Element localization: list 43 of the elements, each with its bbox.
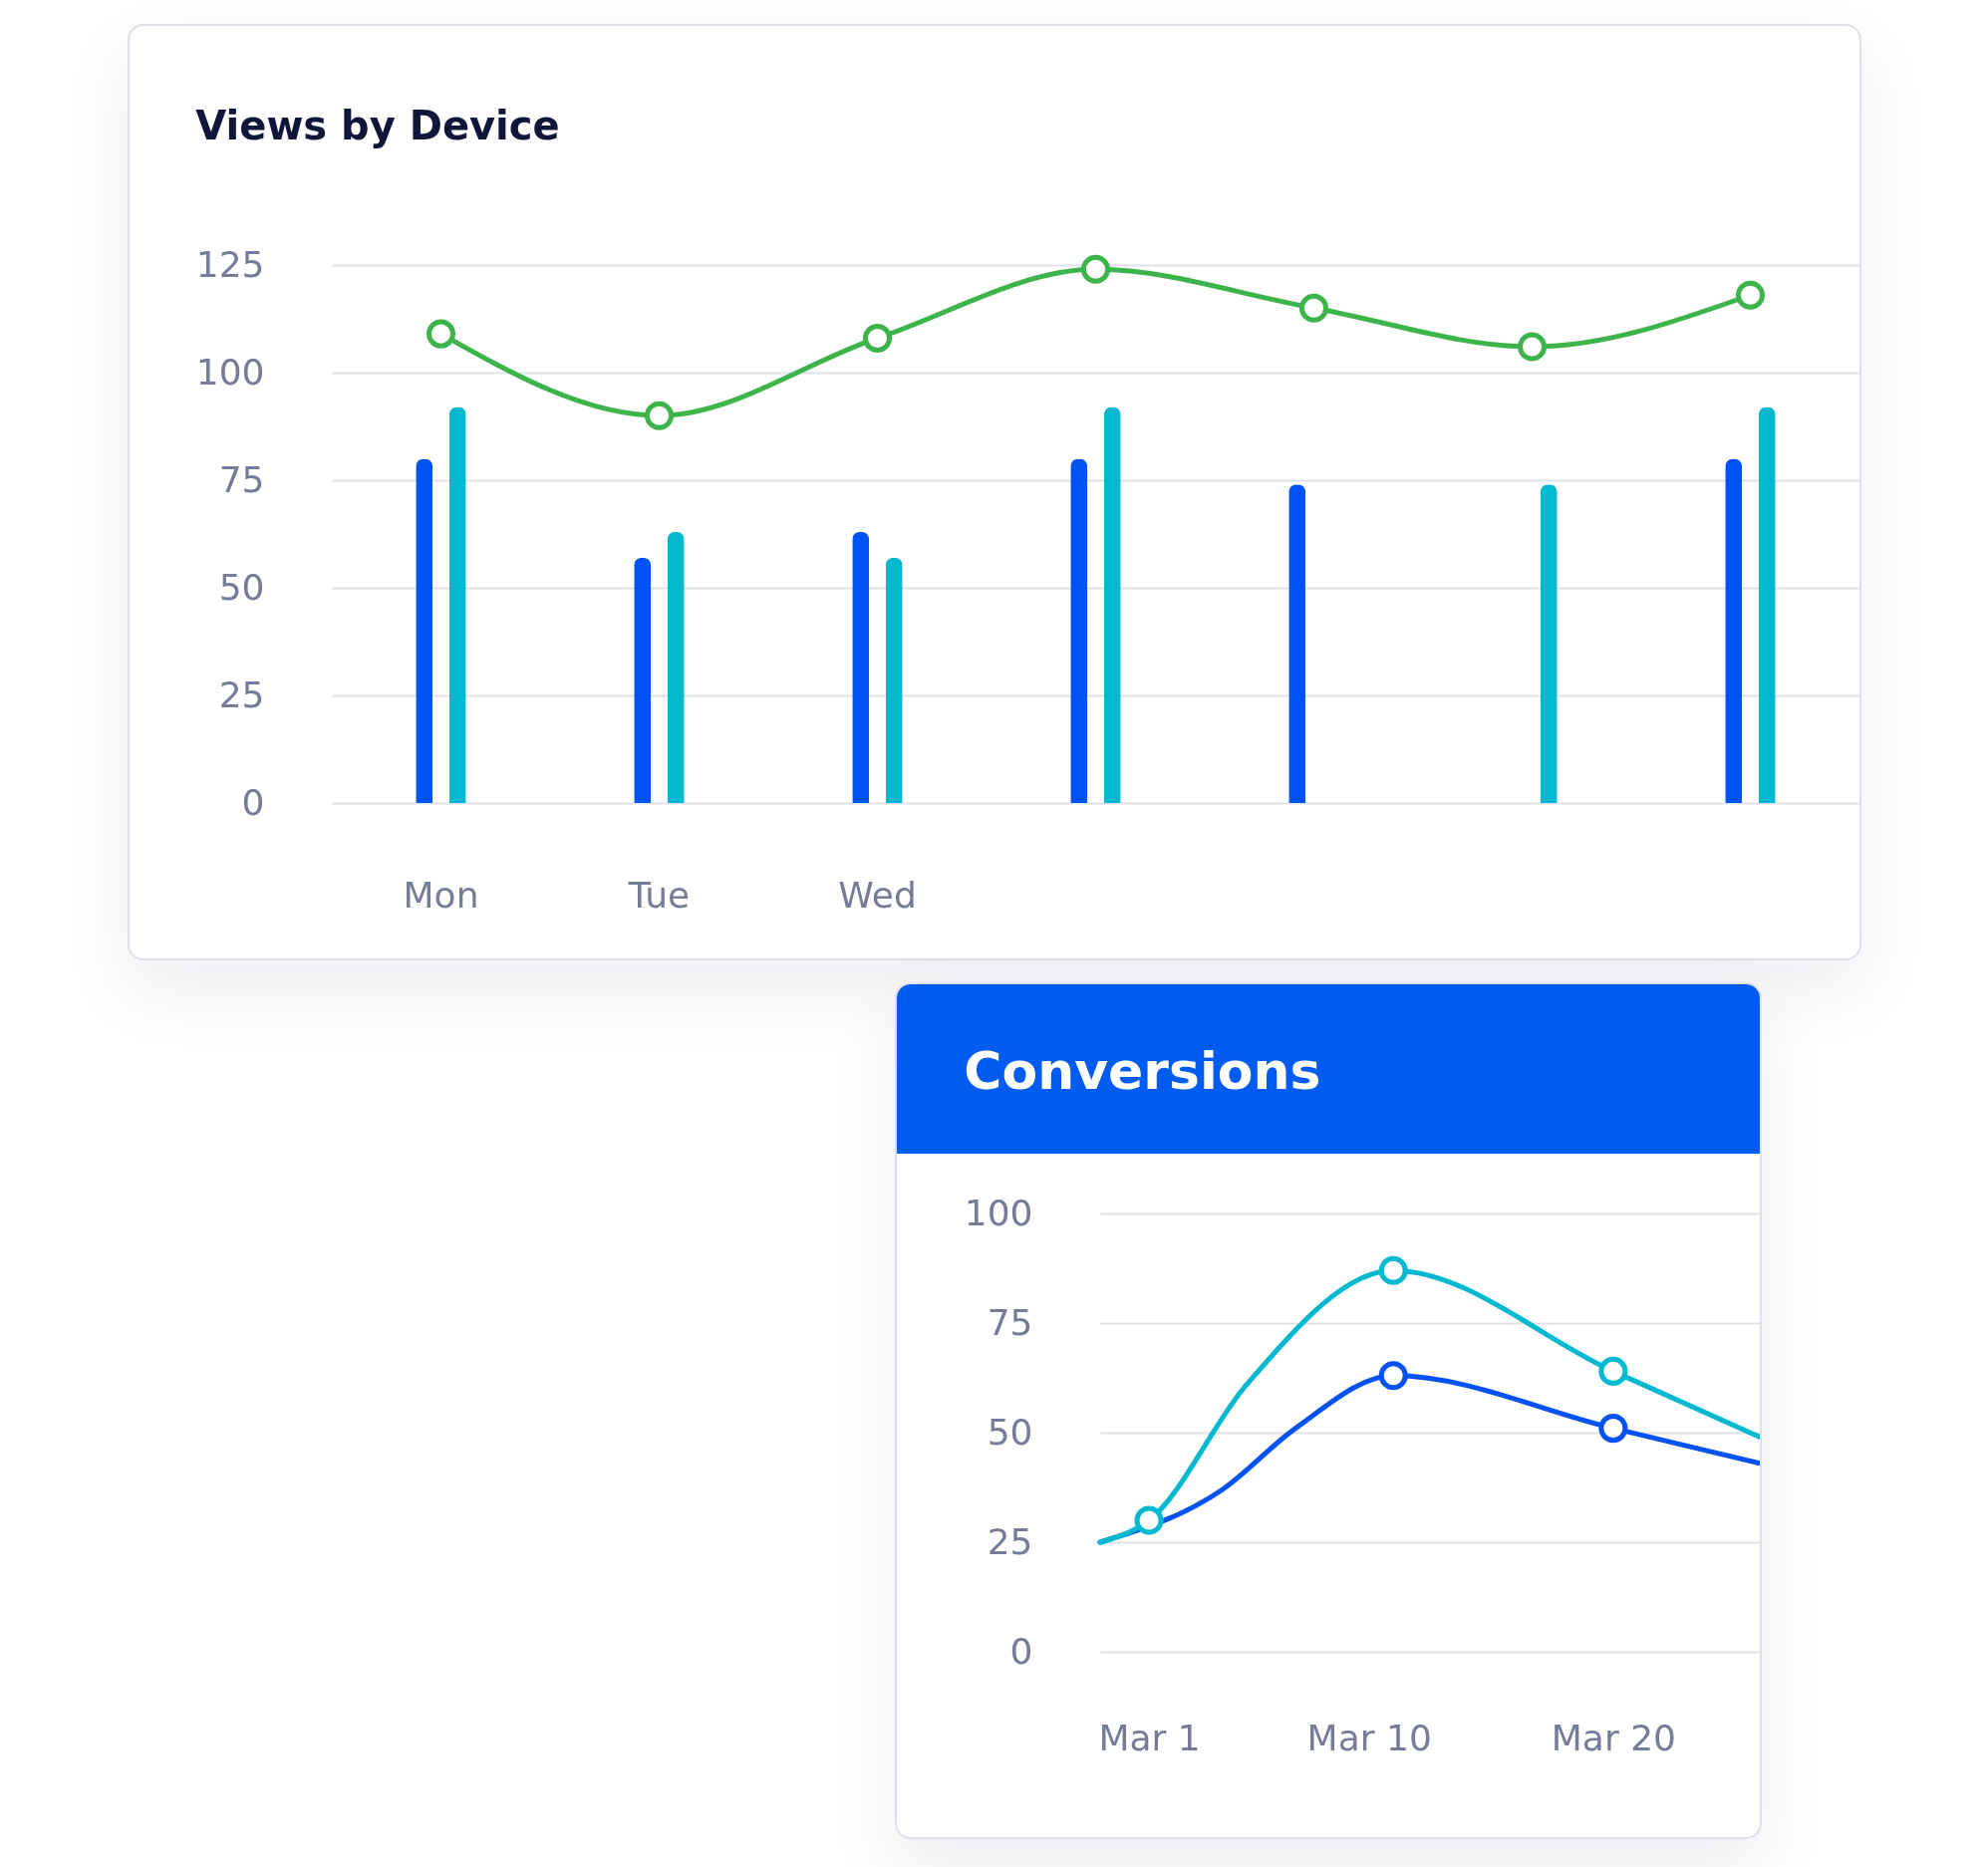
x-tick-label: Mar 20 xyxy=(1551,1717,1676,1758)
bar xyxy=(448,406,466,803)
y-tick-label: 0 xyxy=(1009,1630,1033,1672)
y-tick-label: 25 xyxy=(218,673,265,715)
point xyxy=(1598,1414,1628,1444)
y-tick-label: 50 xyxy=(987,1411,1033,1453)
point xyxy=(1598,1356,1628,1386)
bar xyxy=(1725,458,1743,803)
chart-title: Conversions xyxy=(964,1041,1321,1101)
point xyxy=(1378,1361,1408,1391)
y-tick-label: 100 xyxy=(195,351,265,393)
y-tick-label: 75 xyxy=(987,1301,1033,1343)
y-tick-label: 0 xyxy=(241,781,265,823)
bar xyxy=(634,557,652,803)
point xyxy=(1378,1255,1408,1285)
point xyxy=(1298,293,1329,323)
x-tick-label: Mon xyxy=(403,874,479,916)
point xyxy=(1134,1505,1164,1535)
y-tick-label: 100 xyxy=(964,1192,1033,1233)
y-tick-label: 125 xyxy=(195,243,265,285)
bar xyxy=(1758,406,1776,803)
bar xyxy=(1103,406,1121,803)
y-tick-label: 25 xyxy=(987,1520,1033,1562)
chart-title: Views by Device xyxy=(195,103,560,148)
point xyxy=(1735,280,1766,310)
bar xyxy=(1070,458,1088,803)
bar xyxy=(416,458,433,803)
bar xyxy=(852,531,870,803)
bar xyxy=(667,531,685,803)
x-tick-label: Tue xyxy=(627,874,691,916)
y-tick-label: 50 xyxy=(218,566,265,608)
bar xyxy=(885,557,903,803)
point xyxy=(644,400,675,430)
point xyxy=(426,319,456,349)
point xyxy=(862,323,893,353)
x-tick-label: Mar 10 xyxy=(1306,1717,1432,1758)
x-tick-label: Mar 1 xyxy=(1098,1717,1201,1758)
y-tick-label: 75 xyxy=(218,458,265,500)
point xyxy=(1080,254,1111,284)
bar xyxy=(1288,484,1306,803)
point xyxy=(1517,332,1548,362)
x-tick-label: Wed xyxy=(838,874,917,916)
bar xyxy=(1540,484,1558,803)
